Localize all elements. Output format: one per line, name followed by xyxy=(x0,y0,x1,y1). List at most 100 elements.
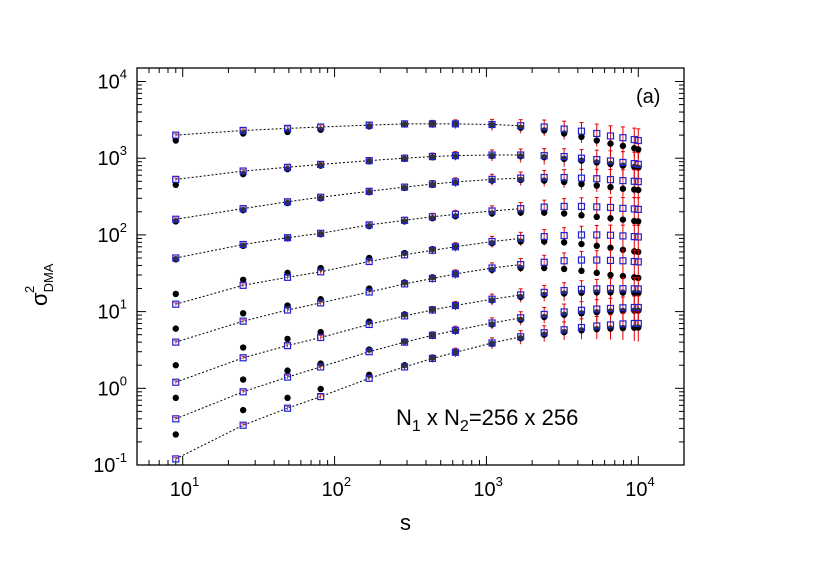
filled-point xyxy=(619,142,627,150)
x-tick-exponent: 4 xyxy=(648,474,655,489)
open-point xyxy=(365,374,373,382)
open-point xyxy=(365,320,373,329)
open-point xyxy=(283,342,292,350)
y-tick-base: 10 xyxy=(98,378,120,400)
open-point xyxy=(540,203,548,211)
open-point xyxy=(488,151,496,159)
open-point xyxy=(593,305,601,313)
open-point xyxy=(172,215,180,223)
open-point xyxy=(606,304,615,313)
open-point xyxy=(517,314,525,322)
y-tick-label: 104 xyxy=(98,67,127,94)
filled-point xyxy=(172,431,179,438)
open-point xyxy=(630,233,638,241)
annotation-mid: x N xyxy=(421,405,460,430)
fit-line xyxy=(175,237,521,305)
open-point xyxy=(365,257,373,266)
open-point xyxy=(451,120,460,128)
open-point xyxy=(400,216,409,224)
filled-point xyxy=(635,146,642,153)
curve-7 xyxy=(172,276,642,386)
axis-ticks xyxy=(136,68,685,466)
open-point xyxy=(540,233,548,241)
filled-point xyxy=(619,289,627,296)
filled-point xyxy=(540,209,548,216)
filled-point xyxy=(401,121,408,128)
filled-point xyxy=(429,120,436,128)
filled-point xyxy=(560,239,568,246)
y-tick-exponent: 4 xyxy=(120,67,127,82)
filled-point xyxy=(317,296,324,303)
open-point xyxy=(451,348,460,356)
filled-point xyxy=(452,120,459,128)
open-point xyxy=(606,132,615,140)
open-point xyxy=(283,163,292,171)
open-point xyxy=(540,258,548,266)
open-point xyxy=(283,404,292,412)
open-point xyxy=(317,229,325,237)
open-point xyxy=(400,251,409,259)
filled-point xyxy=(607,325,614,332)
filled-point xyxy=(517,293,524,301)
filled-point xyxy=(429,154,436,161)
open-point xyxy=(630,319,638,328)
y-tick-label: 10-1 xyxy=(93,450,127,477)
open-point xyxy=(283,198,292,206)
filled-point xyxy=(239,276,247,283)
open-point xyxy=(560,231,568,240)
x-tick-exponent: 1 xyxy=(192,474,199,489)
open-point xyxy=(451,152,460,160)
open-point xyxy=(172,455,180,463)
open-point xyxy=(560,125,568,133)
open-point xyxy=(619,320,627,328)
filled-point xyxy=(172,218,179,225)
svg-text:σDMA: σDMA xyxy=(27,263,56,306)
filled-point xyxy=(317,264,324,272)
open-point xyxy=(488,295,496,303)
open-point xyxy=(400,363,409,371)
open-point xyxy=(428,306,437,314)
open-point xyxy=(577,127,586,135)
open-point xyxy=(593,129,601,138)
filled-point xyxy=(452,270,459,278)
open-point xyxy=(239,205,247,213)
y-tick-base: 10 xyxy=(98,302,120,324)
fit-line xyxy=(175,317,521,420)
open-point xyxy=(400,154,409,162)
y-tick-exponent: 1 xyxy=(120,297,127,312)
open-point xyxy=(317,123,325,131)
open-point xyxy=(428,354,437,363)
open-point xyxy=(317,392,325,401)
open-point xyxy=(560,152,568,161)
filled-point xyxy=(317,385,324,393)
filled-point xyxy=(284,367,291,374)
filled-point xyxy=(593,269,600,277)
open-point xyxy=(317,299,325,307)
open-point xyxy=(577,202,586,211)
filled-point xyxy=(172,394,179,402)
open-point xyxy=(239,281,247,289)
open-point xyxy=(517,151,525,159)
filled-point xyxy=(560,265,568,273)
open-point xyxy=(634,233,642,241)
open-point xyxy=(619,158,627,167)
open-point xyxy=(365,348,373,356)
open-point xyxy=(577,323,586,332)
open-point xyxy=(365,221,373,229)
open-point xyxy=(593,256,601,264)
fit-line xyxy=(175,264,521,343)
open-point xyxy=(630,257,638,266)
annotation-rest: =256 x 256 xyxy=(469,405,578,430)
filled-point xyxy=(488,121,496,129)
open-point xyxy=(488,237,496,246)
open-point xyxy=(593,203,601,211)
size-annotation: N1 x N2=256 x 256 xyxy=(396,405,578,435)
filled-point xyxy=(607,140,614,147)
filled-point xyxy=(172,137,179,144)
filled-point xyxy=(607,244,614,251)
filled-point xyxy=(239,310,247,317)
open-point xyxy=(619,232,627,240)
filled-point xyxy=(452,153,459,160)
open-point xyxy=(365,157,373,165)
open-point xyxy=(239,240,247,249)
